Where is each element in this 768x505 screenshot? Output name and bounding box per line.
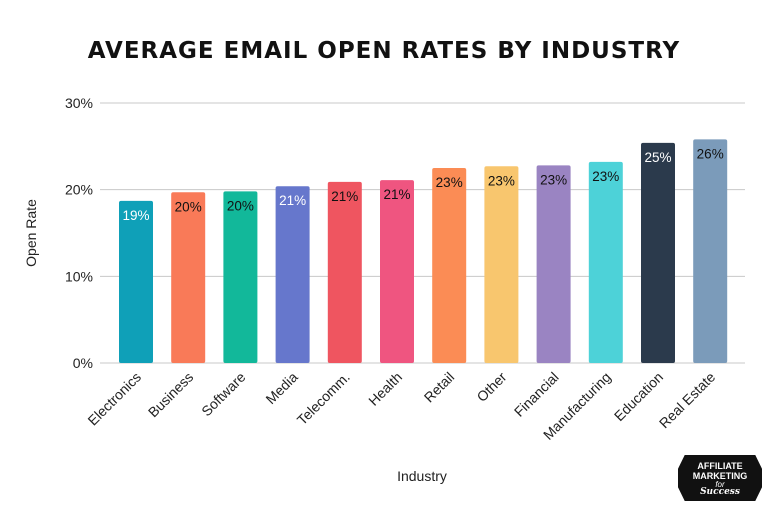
- logo-line: Success: [700, 487, 740, 497]
- x-tick-label: Other: [473, 369, 509, 405]
- data-label: 23%: [540, 172, 567, 187]
- bar-real-estate: [693, 139, 728, 363]
- affiliate-marketing-logo: AFFILIATE MARKETING for Success: [678, 455, 762, 501]
- bar-manufacturing: [588, 161, 623, 363]
- bar-other: [484, 166, 519, 363]
- y-tick-label: 30%: [65, 95, 93, 111]
- x-tick-label: Financial: [511, 369, 562, 420]
- x-tick-label: Software: [198, 369, 249, 420]
- bar-electronics: [119, 200, 153, 363]
- y-tick-label: 20%: [65, 182, 93, 198]
- bar-financial: [536, 165, 571, 363]
- bar-media: [275, 186, 310, 363]
- data-label: 21%: [383, 187, 410, 202]
- data-label: 20%: [227, 198, 254, 213]
- x-tick-label: Real Estate: [656, 369, 719, 432]
- data-label: 21%: [279, 193, 306, 208]
- x-tick-label: Business: [145, 369, 196, 420]
- data-label: 23%: [436, 175, 463, 190]
- y-axis-label: Open Rate: [23, 199, 39, 267]
- logo-line: MARKETING: [692, 471, 748, 481]
- logo-line: AFFILIATE: [697, 461, 743, 471]
- data-label: 19%: [122, 208, 149, 223]
- data-label: 20%: [175, 199, 202, 214]
- y-tick-label: 10%: [65, 268, 93, 284]
- data-label: 26%: [697, 146, 724, 161]
- x-tick-label: Media: [262, 369, 300, 407]
- bar-health: [380, 180, 414, 363]
- x-axis-label: Industry: [397, 468, 447, 484]
- bar-business: [171, 192, 206, 363]
- x-tick-label: Education: [611, 369, 666, 424]
- bar-retail: [432, 168, 467, 363]
- x-tick-label: Electronics: [84, 369, 144, 429]
- bar-education: [641, 142, 675, 363]
- bar-telecomm-: [327, 181, 362, 363]
- logo-line: for: [715, 480, 725, 489]
- data-label: 25%: [644, 150, 671, 165]
- x-tick-label: Retail: [421, 369, 458, 406]
- data-label: 23%: [592, 169, 619, 184]
- bar-software: [223, 191, 258, 363]
- x-tick-label: Telecomm.: [294, 369, 353, 428]
- x-tick-label: Health: [365, 369, 405, 409]
- data-label: 21%: [331, 189, 358, 204]
- data-label: 23%: [488, 173, 515, 188]
- chart-title: AVERAGE EMAIL OPEN RATES BY INDUSTRY: [87, 38, 681, 64]
- y-tick-label: 0%: [73, 355, 93, 371]
